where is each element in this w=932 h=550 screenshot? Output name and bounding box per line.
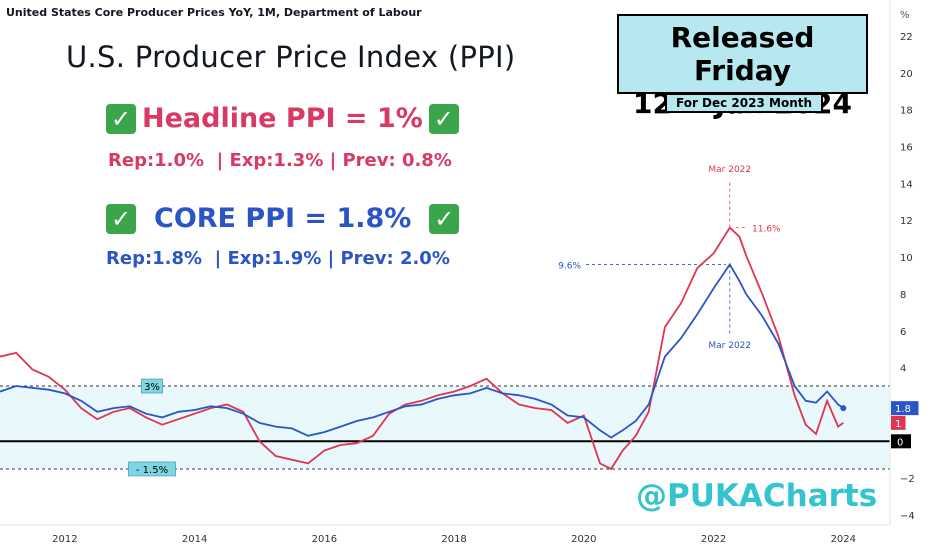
y-tick-label: 8 [900,290,906,301]
core-last-point [840,405,847,412]
headline-last-value-label: 1 [895,419,901,430]
y-tick-label: 20 [900,69,913,80]
y-tick-label: 18 [900,106,913,117]
core-peak-date: Mar 2022 [708,341,751,351]
x-tick-label: 2012 [52,534,77,545]
band-lower-label-tag: - 1.5% [128,461,176,477]
core-last-value-bg [891,401,919,416]
headline-ppi-detail: Rep:1.0% | Exp:1.3% | Prev: 0.8% [108,150,452,171]
release-line-1: Released Friday [670,21,815,87]
band-lower-label: - 1.5% [136,465,168,476]
zero-tag-bg [891,434,911,449]
y-tick-label: 22 [900,32,913,43]
y-axis-unit: % [900,10,910,21]
x-tick-label: 2018 [441,534,466,545]
release-month-box: For Dec 2023 Month [665,93,823,113]
band-upper-label: 3% [144,382,160,393]
check-icon: ✓ [106,203,136,234]
y-tick-label: −4 [900,511,915,522]
core-ppi: ✓ CORE PPI = 1.8% ✓ [106,202,460,234]
headline-last-value-bg [891,415,906,430]
watermark: @PUKACharts [636,478,878,514]
zero-tag: 0 [891,434,911,449]
headline-ppi-label: Headline PPI = 1% [142,103,423,134]
check-icon: ✓ [106,103,136,134]
page-title: U.S. Producer Price Index (PPI) [66,40,516,74]
y-tick-label: 12 [900,216,913,227]
check-icon: ✓ [428,103,459,134]
release-box: Released Friday 12th Jan 2024 [617,14,868,120]
core-series-line [0,262,844,439]
band-upper-label-tag: 3% [141,378,163,394]
y-tick-label: 10 [900,253,913,264]
x-tick-label: 2014 [182,534,207,545]
core-ppi-detail: Rep:1.8% | Exp:1.9% | Prev: 2.0% [106,248,450,269]
headline-ppi: ✓ Headline PPI = 1% ✓ [106,102,459,134]
y-tick-label: −2 [900,474,915,485]
headline-series-line [0,226,844,471]
y-tick-label: 6 [900,327,906,338]
headline-peak-value: 11.6% [752,225,781,235]
core-ppi-label: CORE PPI = 1.8% [154,203,412,234]
headline-last-value-tag: 1 [891,415,906,430]
x-tick-label: 2022 [701,534,726,545]
y-tick-label: 4 [900,364,906,375]
core-peak-value: 9.6% [558,261,581,271]
band-upper-label-bg [141,378,163,394]
y-tick-label: 16 [900,143,913,154]
y-tick-label: 14 [900,179,913,190]
core-last-value-tag: 1.8 [891,401,919,416]
check-icon: ✓ [429,203,460,234]
headline-peak-date: Mar 2022 [708,165,751,175]
zero-tag-label: 0 [897,437,903,448]
x-tick-label: 2016 [312,534,337,545]
band-lower-label-bg [128,461,176,477]
x-tick-label: 2024 [831,534,856,545]
target-band [0,386,890,469]
core-last-value-label: 1.8 [895,404,911,415]
source-title: United States Core Producer Prices YoY, … [6,6,422,19]
x-tick-label: 2020 [571,534,596,545]
